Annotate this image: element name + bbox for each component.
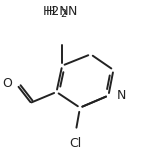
Text: O: O	[2, 77, 12, 90]
Text: H: H	[46, 5, 55, 18]
Text: N: N	[116, 89, 126, 102]
Text: N: N	[68, 5, 77, 18]
Text: H2N: H2N	[43, 5, 70, 18]
Text: Cl: Cl	[70, 137, 82, 150]
Text: 2: 2	[60, 9, 66, 19]
